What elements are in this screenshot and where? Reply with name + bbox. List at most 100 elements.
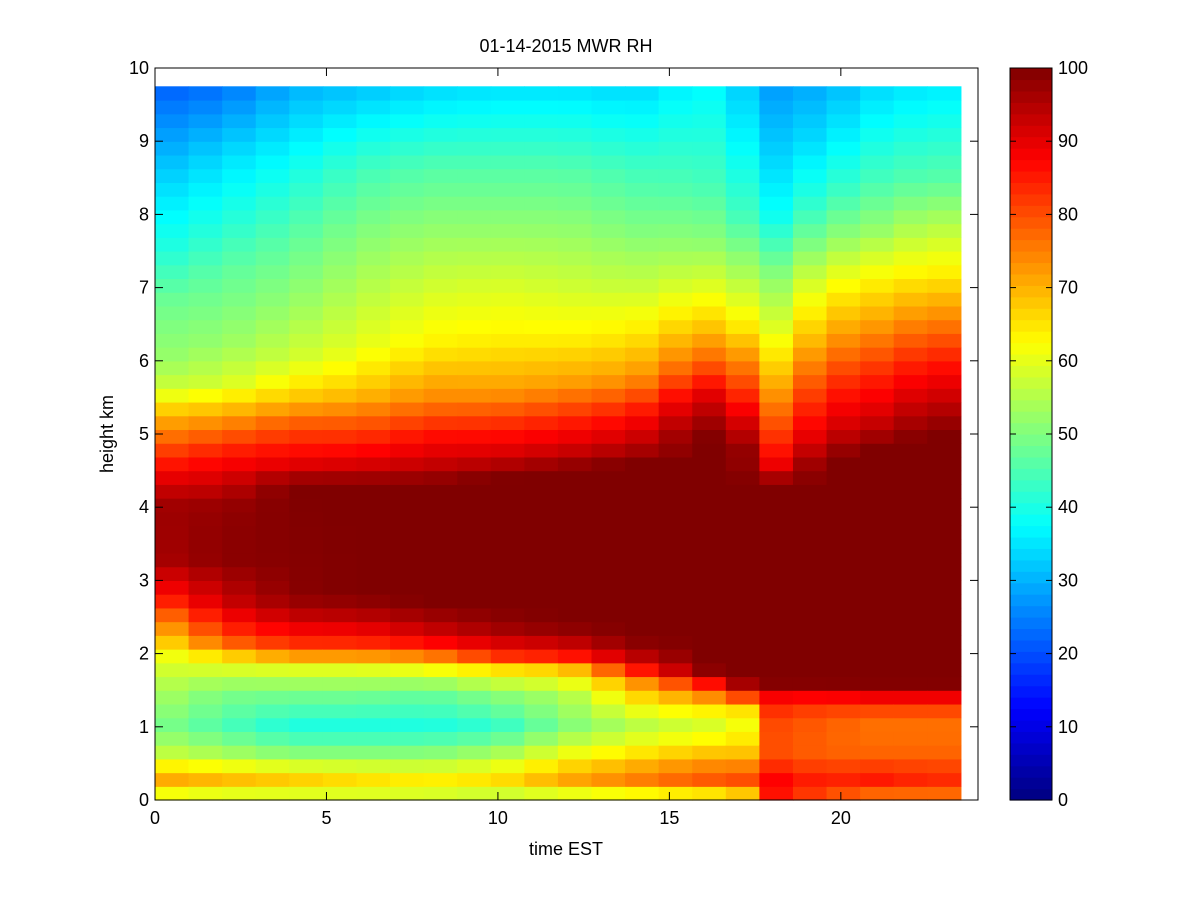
heatmap-cell	[860, 731, 895, 746]
heatmap-cell	[390, 745, 425, 760]
heatmap-cell	[289, 415, 324, 431]
colorbar-step	[1010, 136, 1052, 149]
heatmap-cell	[893, 511, 928, 527]
heatmap-cell	[557, 649, 593, 664]
heatmap-cell	[826, 168, 861, 183]
colorbar-step	[1010, 456, 1052, 469]
heatmap-cell	[860, 470, 895, 485]
heatmap-cell	[255, 168, 290, 183]
heatmap-cell	[658, 113, 693, 129]
heatmap-cell	[423, 429, 458, 444]
heatmap-cell	[792, 456, 828, 472]
heatmap-cell	[792, 772, 828, 787]
colorbar-tick-label: 30	[1058, 570, 1078, 590]
heatmap-cell	[893, 237, 928, 252]
heatmap-cell	[188, 237, 223, 252]
heatmap-cell	[893, 113, 928, 129]
heatmap-cell	[692, 498, 727, 513]
heatmap-cell	[490, 676, 525, 691]
heatmap-cell	[457, 237, 492, 252]
heatmap-cell	[591, 223, 626, 238]
heatmap-cell	[826, 113, 861, 129]
heatmap-cell	[390, 415, 425, 431]
heatmap-cell	[188, 649, 223, 664]
heatmap-cell	[490, 237, 525, 252]
heatmap-cell	[457, 498, 492, 513]
heatmap-cell	[692, 360, 727, 376]
heatmap-cell	[557, 470, 593, 485]
heatmap-cell	[927, 127, 962, 142]
heatmap-cell	[759, 127, 794, 142]
heatmap-cell	[591, 196, 626, 211]
heatmap-cell	[591, 443, 626, 458]
heatmap-cell	[322, 745, 358, 760]
heatmap-cell	[927, 292, 962, 307]
heatmap-cell	[322, 168, 358, 183]
heatmap-cell	[356, 113, 391, 129]
heatmap-cell	[255, 786, 290, 801]
heatmap-cell	[490, 182, 525, 197]
heatmap-cell	[524, 539, 559, 554]
heatmap-cell	[893, 731, 928, 746]
heatmap-cell	[155, 731, 190, 746]
heatmap-cell	[591, 278, 626, 293]
heatmap-cell	[423, 456, 458, 472]
heatmap-cell	[289, 635, 324, 650]
heatmap-cell	[255, 731, 290, 746]
heatmap-cell	[625, 278, 660, 293]
heatmap-cell	[457, 566, 492, 581]
heatmap-cell	[860, 607, 895, 623]
heatmap-cell	[155, 182, 190, 197]
heatmap-cell	[356, 347, 391, 362]
heatmap-cell	[289, 607, 324, 623]
heatmap-cell	[692, 401, 727, 417]
heatmap-cell	[390, 470, 425, 485]
heatmap-cell	[222, 511, 257, 527]
heatmap-cell	[927, 566, 962, 581]
heatmap-cell	[792, 786, 828, 801]
heatmap-cell	[390, 731, 425, 746]
heatmap-cell	[591, 305, 626, 321]
heatmap-cell	[423, 264, 458, 280]
heatmap-cell	[826, 511, 861, 527]
colorbar-step	[1010, 765, 1052, 778]
heatmap-cell	[625, 333, 660, 348]
heatmap-cell	[322, 333, 358, 348]
heatmap-cell	[893, 127, 928, 142]
heatmap-cell	[826, 388, 861, 403]
heatmap-cell	[692, 758, 727, 774]
heatmap-cell	[188, 703, 223, 719]
heatmap-cell	[927, 745, 962, 760]
heatmap-cell	[457, 168, 492, 183]
heatmap-cell	[557, 401, 593, 417]
heatmap-cell	[826, 154, 861, 170]
heatmap-cell	[289, 717, 324, 732]
heatmap-cell	[826, 635, 861, 650]
heatmap-cell	[625, 525, 660, 540]
heatmap-cell	[625, 223, 660, 238]
heatmap-cell	[557, 196, 593, 211]
heatmap-cell	[692, 415, 727, 431]
heatmap-cell	[927, 470, 962, 485]
heatmap-cell	[860, 223, 895, 238]
heatmap-cell	[155, 223, 190, 238]
heatmap-cell	[658, 594, 693, 609]
colorbar-step	[1010, 182, 1052, 195]
heatmap-cell	[322, 511, 358, 527]
heatmap-cell	[826, 360, 861, 376]
heatmap-cell	[792, 401, 828, 417]
heatmap-cell	[792, 607, 828, 623]
heatmap-cell	[658, 141, 693, 156]
heatmap-cell	[792, 621, 828, 636]
heatmap-cell	[322, 758, 358, 774]
heatmap-cell	[188, 566, 223, 581]
heatmap-cell	[155, 443, 190, 458]
heatmap-cell	[792, 690, 828, 705]
heatmap-cell	[625, 552, 660, 568]
heatmap-cell	[457, 305, 492, 321]
heatmap-cell	[792, 182, 828, 197]
heatmap-cell	[658, 415, 693, 431]
colorbar-step	[1010, 697, 1052, 710]
heatmap-cell	[255, 278, 290, 293]
heatmap-cell	[255, 154, 290, 170]
